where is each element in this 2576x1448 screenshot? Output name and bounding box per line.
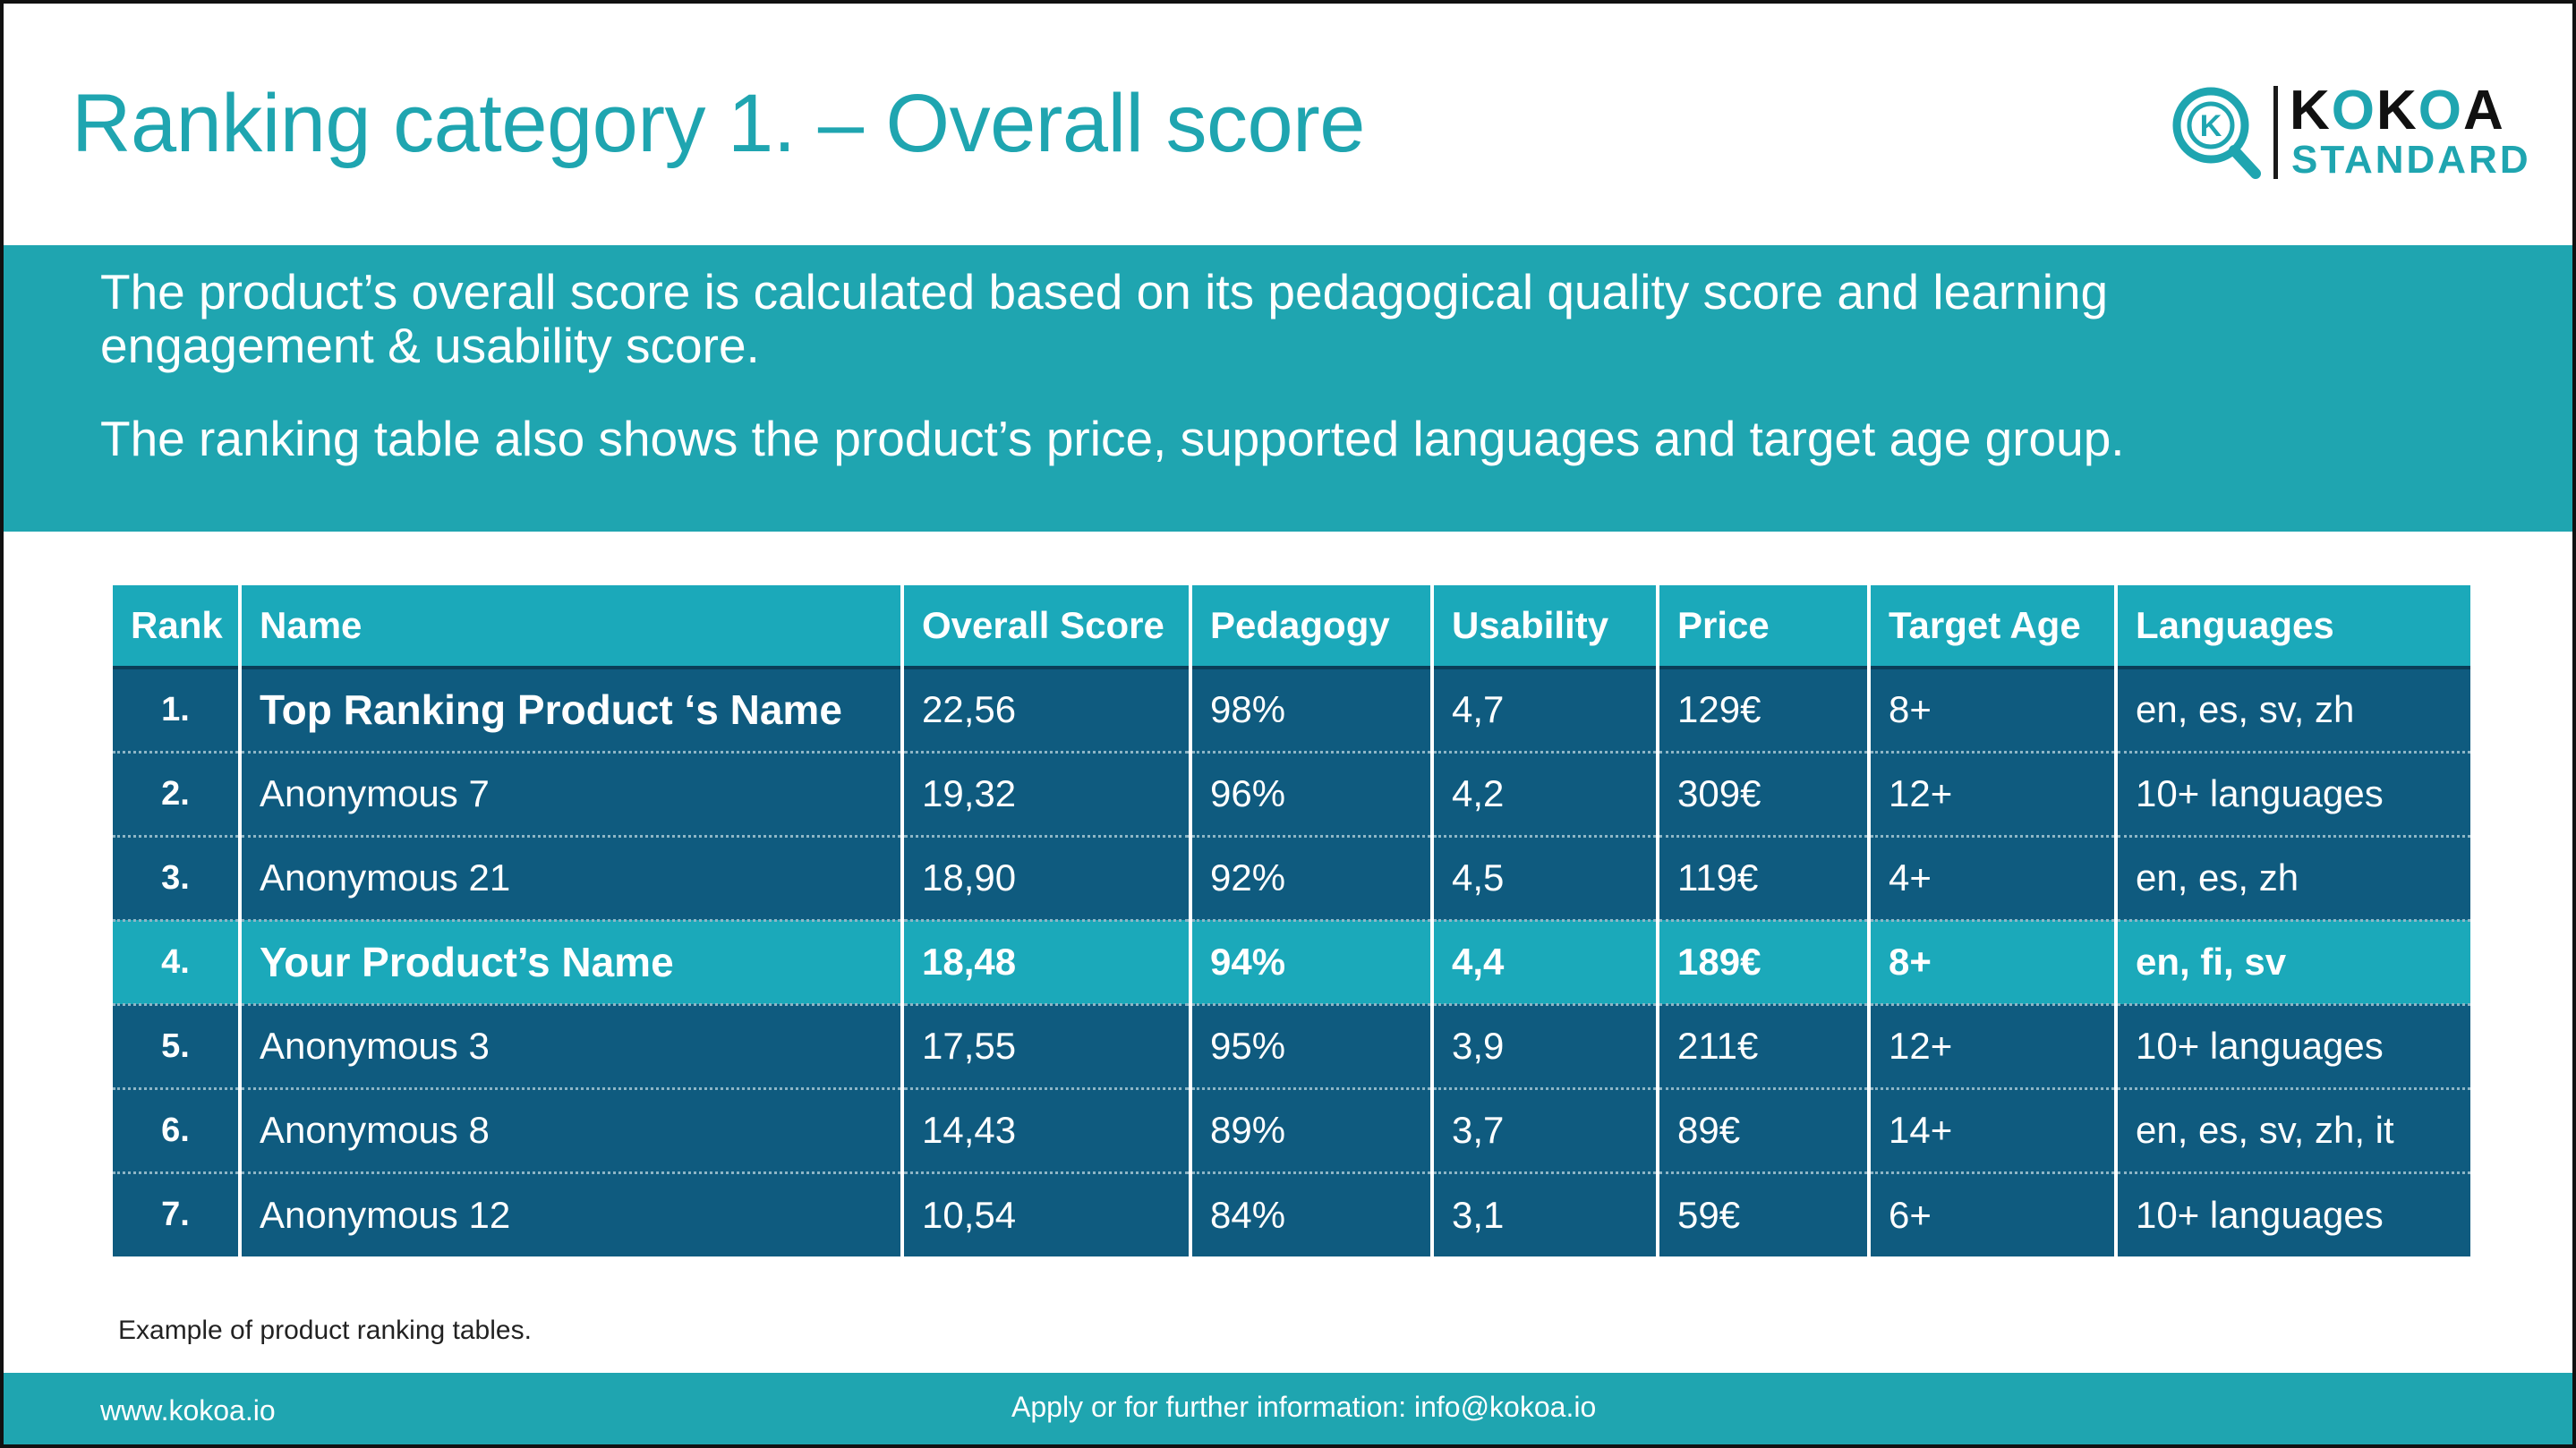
header-overall-score: Overall Score xyxy=(900,585,1190,668)
cell-target-age: 6+ xyxy=(1867,1171,2116,1256)
cell-price: 211€ xyxy=(1656,1002,1869,1088)
cell-price: 59€ xyxy=(1656,1171,1869,1256)
kokoa-magnifier-icon: K xyxy=(2172,87,2261,179)
cell-name: Top Ranking Product ‘s Name xyxy=(238,666,902,752)
cell-languages: 10+ languages xyxy=(2114,1002,2470,1088)
cell-name: Anonymous 3 xyxy=(238,1002,902,1088)
header-rank: Rank xyxy=(113,585,240,668)
cell-target-age: 8+ xyxy=(1867,918,2116,1004)
cell-rank: 1. xyxy=(113,666,240,752)
page-title: Ranking category 1. – Overall score xyxy=(72,78,1365,169)
cell-usability: 4,5 xyxy=(1430,834,1658,920)
cell-usability: 3,9 xyxy=(1430,1002,1658,1088)
cell-name: Anonymous 8 xyxy=(238,1086,902,1172)
cell-pedagogy: 98% xyxy=(1189,666,1432,752)
cell-name: Anonymous 12 xyxy=(238,1171,902,1256)
cell-target-age: 12+ xyxy=(1867,750,2116,836)
cell-languages: en, fi, sv xyxy=(2114,918,2470,1004)
header-languages: Languages xyxy=(2114,585,2470,668)
cell-languages: 10+ languages xyxy=(2114,750,2470,836)
intro-paragraph-1: The product’s overall score is calculate… xyxy=(100,264,2109,373)
cell-price: 119€ xyxy=(1656,834,1869,920)
cell-pedagogy: 89% xyxy=(1189,1086,1432,1172)
table-header-row: Rank Name Overall Score Pedagogy Usabili… xyxy=(113,585,2470,668)
footer-bar: www.kokoa.io Apply or for further inform… xyxy=(4,1373,2572,1444)
footer-website-link[interactable]: www.kokoa.io xyxy=(100,1394,276,1427)
cell-overall-score: 17,55 xyxy=(900,1002,1190,1088)
kokoa-standard-logo: K KOKOA STANDARD xyxy=(2170,80,2529,186)
cell-overall-score: 18,90 xyxy=(900,834,1190,920)
footer-contact-text: Apply or for further information: info@k… xyxy=(1011,1391,1597,1423)
header-usability: Usability xyxy=(1430,585,1658,668)
cell-pedagogy: 95% xyxy=(1189,1002,1432,1088)
cell-usability: 4,7 xyxy=(1430,666,1658,752)
logo-wordmark: KOKOA xyxy=(2290,80,2505,141)
header-target-age: Target Age xyxy=(1867,585,2116,668)
logo-icon-letter: K xyxy=(2200,109,2222,143)
ranking-table: Rank Name Overall Score Pedagogy Usabili… xyxy=(113,585,2470,1256)
table-row: 5. Anonymous 3 17,55 95% 3,9 211€ 12+ 10… xyxy=(113,1002,2470,1088)
table-row: 1. Top Ranking Product ‘s Name 22,56 98%… xyxy=(113,666,2470,752)
cell-usability: 4,4 xyxy=(1430,918,1658,1004)
cell-rank: 6. xyxy=(113,1086,240,1172)
cell-overall-score: 19,32 xyxy=(900,750,1190,836)
intro-band: The product’s overall score is calculate… xyxy=(4,245,2572,532)
cell-target-age: 4+ xyxy=(1867,834,2116,920)
cell-pedagogy: 94% xyxy=(1189,918,1432,1004)
header-name: Name xyxy=(238,585,902,668)
cell-name: Your Product’s Name xyxy=(238,918,902,1004)
cell-target-age: 12+ xyxy=(1867,1002,2116,1088)
cell-price: 189€ xyxy=(1656,918,1869,1004)
cell-price: 89€ xyxy=(1656,1086,1869,1172)
cell-price: 129€ xyxy=(1656,666,1869,752)
cell-rank: 4. xyxy=(113,918,240,1004)
cell-price: 309€ xyxy=(1656,750,1869,836)
header-pedagogy: Pedagogy xyxy=(1189,585,1432,668)
header-price: Price xyxy=(1656,585,1869,668)
cell-languages: en, es, sv, zh xyxy=(2114,666,2470,752)
cell-languages: 10+ languages xyxy=(2114,1171,2470,1256)
logo-subtitle: STANDARD xyxy=(2291,138,2531,182)
table-caption: Example of product ranking tables. xyxy=(118,1316,532,1345)
cell-overall-score: 18,48 xyxy=(900,918,1190,1004)
cell-name: Anonymous 21 xyxy=(238,834,902,920)
table-row-highlighted: 4. Your Product’s Name 18,48 94% 4,4 189… xyxy=(113,918,2470,1004)
table-row: 7. Anonymous 12 10,54 84% 3,1 59€ 6+ 10+… xyxy=(113,1171,2470,1256)
cell-pedagogy: 84% xyxy=(1189,1171,1432,1256)
cell-languages: en, es, sv, zh, it xyxy=(2114,1086,2470,1172)
cell-rank: 2. xyxy=(113,750,240,836)
cell-pedagogy: 92% xyxy=(1189,834,1432,920)
cell-rank: 7. xyxy=(113,1171,240,1256)
cell-target-age: 14+ xyxy=(1867,1086,2116,1172)
intro-paragraph-2: The ranking table also shows the product… xyxy=(100,411,2125,466)
table-row: 2. Anonymous 7 19,32 96% 4,2 309€ 12+ 10… xyxy=(113,750,2470,836)
cell-overall-score: 22,56 xyxy=(900,666,1190,752)
cell-overall-score: 14,43 xyxy=(900,1086,1190,1172)
cell-usability: 4,2 xyxy=(1430,750,1658,836)
cell-pedagogy: 96% xyxy=(1189,750,1432,836)
cell-target-age: 8+ xyxy=(1867,666,2116,752)
cell-name: Anonymous 7 xyxy=(238,750,902,836)
table-row: 3. Anonymous 21 18,90 92% 4,5 119€ 4+ en… xyxy=(113,834,2470,920)
table-row: 6. Anonymous 8 14,43 89% 3,7 89€ 14+ en,… xyxy=(113,1086,2470,1172)
cell-overall-score: 10,54 xyxy=(900,1171,1190,1256)
cell-rank: 5. xyxy=(113,1002,240,1088)
cell-rank: 3. xyxy=(113,834,240,920)
cell-usability: 3,1 xyxy=(1430,1171,1658,1256)
cell-usability: 3,7 xyxy=(1430,1086,1658,1172)
cell-languages: en, es, zh xyxy=(2114,834,2470,920)
logo-divider xyxy=(2273,86,2278,179)
